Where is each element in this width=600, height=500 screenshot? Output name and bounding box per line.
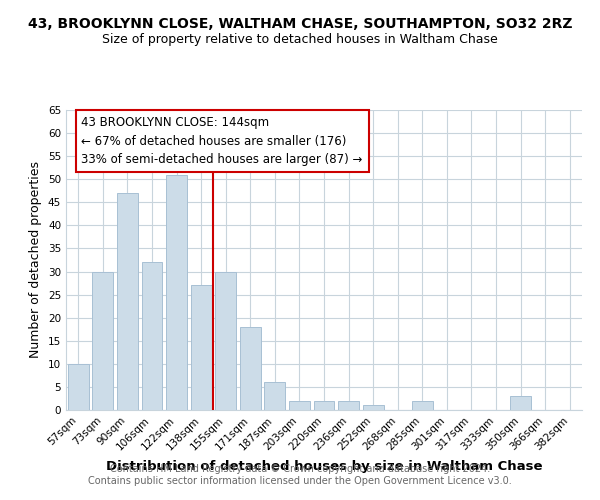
Bar [166,174,187,410]
Text: Contains public sector information licensed under the Open Government Licence v3: Contains public sector information licen… [88,476,512,486]
Bar [142,262,163,410]
X-axis label: Distribution of detached houses by size in Waltham Chase: Distribution of detached houses by size … [106,460,542,473]
Bar [412,401,433,410]
Bar [240,327,261,410]
Bar [191,286,212,410]
Text: 43, BROOKLYNN CLOSE, WALTHAM CHASE, SOUTHAMPTON, SO32 2RZ: 43, BROOKLYNN CLOSE, WALTHAM CHASE, SOUT… [28,18,572,32]
Y-axis label: Number of detached properties: Number of detached properties [29,162,43,358]
Text: Contains HM Land Registry data © Crown copyright and database right 2024.: Contains HM Land Registry data © Crown c… [110,464,490,474]
Bar [215,272,236,410]
Text: 43 BROOKLYNN CLOSE: 144sqm
← 67% of detached houses are smaller (176)
33% of sem: 43 BROOKLYNN CLOSE: 144sqm ← 67% of deta… [82,116,363,166]
Bar [117,193,138,410]
Bar [510,396,531,410]
Bar [338,401,359,410]
Bar [289,401,310,410]
Bar [314,401,334,410]
Bar [92,272,113,410]
Bar [265,382,286,410]
Bar [362,406,383,410]
Bar [68,364,89,410]
Text: Size of property relative to detached houses in Waltham Chase: Size of property relative to detached ho… [102,32,498,46]
